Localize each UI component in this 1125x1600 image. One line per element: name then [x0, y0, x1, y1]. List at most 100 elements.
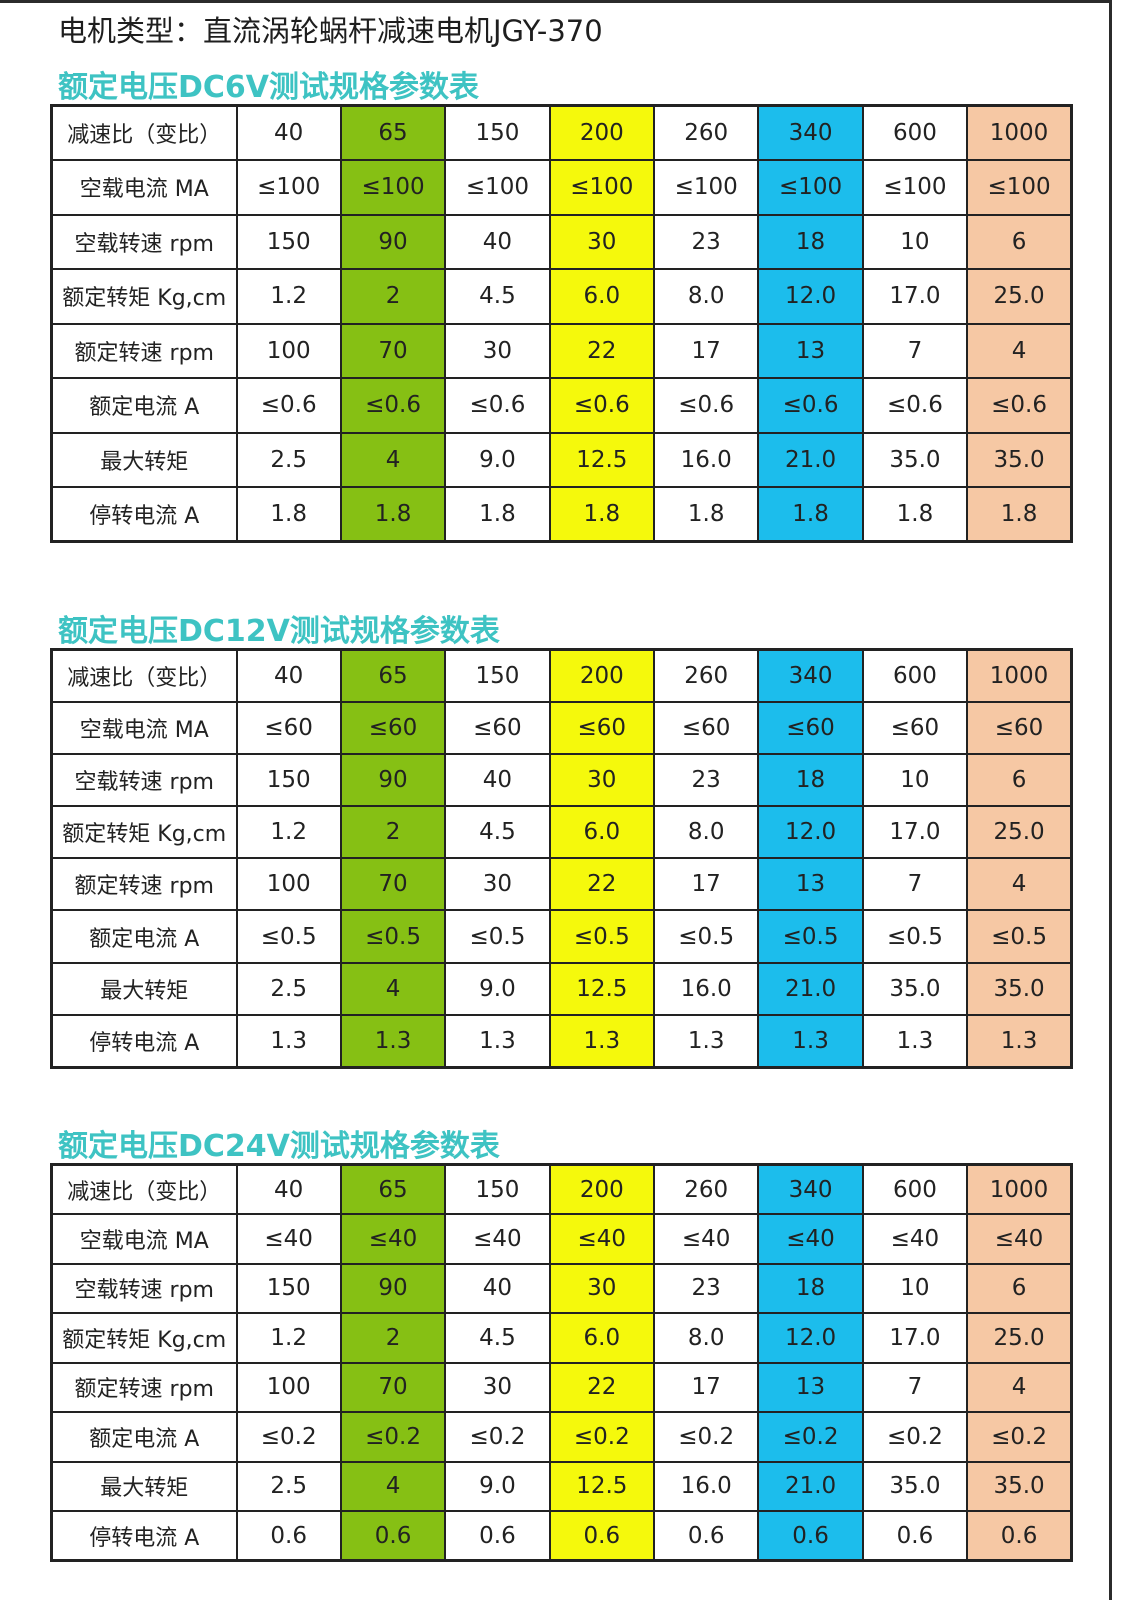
table-cell: 1.3 [757, 1013, 864, 1069]
row-label: 减速比（变比） [50, 1163, 238, 1215]
section-title-dc12v: 额定电压DC12V测试规格参数表 [58, 614, 500, 649]
table-cell: 1.3 [444, 1013, 551, 1069]
table-cell: 1.3 [339, 1013, 447, 1069]
table-cell: 4 [966, 857, 1073, 912]
table-cell: ≤0.2 [548, 1411, 656, 1463]
table-row: 减速比（变比） 40 65 150 200 260 340 600 1000 [50, 648, 1073, 703]
row-label: 空载电流 MA [50, 159, 238, 216]
table-cell: ≤0.5 [548, 909, 656, 964]
table-cell: 1.3 [861, 1013, 969, 1069]
table-cell: 8.0 [652, 1312, 760, 1364]
table-cell: 1.3 [548, 1013, 656, 1069]
table-cell: 150 [444, 1163, 551, 1215]
table-cell: ≤60 [339, 700, 447, 755]
table-cell: 2 [339, 1312, 447, 1364]
row-label: 减速比（变比） [50, 104, 238, 161]
table-cell: 4 [339, 1460, 447, 1512]
table-cell: 4 [339, 431, 447, 488]
table-cell: 90 [339, 1262, 447, 1314]
table-cell: 10 [861, 1262, 969, 1314]
table-cell: 21.0 [757, 431, 864, 488]
table-cell: ≤0.5 [235, 909, 342, 964]
table-cell: 16.0 [652, 431, 760, 488]
table-cell: 17.0 [861, 805, 969, 860]
table-cell: 90 [339, 752, 447, 808]
table-cell: 1.2 [235, 1312, 342, 1364]
table-cell: ≤0.2 [966, 1411, 1073, 1463]
table-cell: ≤100 [652, 159, 760, 216]
table-cell: ≤0.6 [339, 377, 447, 434]
table-cell: 13 [757, 322, 864, 379]
table-cell: ≤0.5 [444, 909, 551, 964]
row-label: 空载转速 rpm [50, 213, 238, 270]
table-cell: 1.8 [966, 486, 1073, 543]
table-cell: 2 [339, 805, 447, 860]
row-label: 额定转矩 Kg,cm [50, 805, 238, 860]
row-label: 额定转矩 Kg,cm [50, 1312, 238, 1364]
table-cell: 17.0 [861, 268, 969, 325]
row-label: 额定转速 rpm [50, 322, 238, 379]
table-cell: ≤40 [235, 1213, 342, 1265]
table-cell: ≤40 [652, 1213, 760, 1265]
table-cell: 150 [444, 104, 551, 161]
table-cell: 7 [861, 322, 969, 379]
table-cell: 25.0 [966, 1312, 1073, 1364]
table-cell: 17 [652, 857, 760, 912]
table-cell: 70 [339, 322, 447, 379]
table-cell: 9.0 [444, 431, 551, 488]
table-cell: 22 [548, 322, 656, 379]
table-cell: ≤0.2 [235, 1411, 342, 1463]
table-cell: 23 [652, 752, 760, 808]
row-label: 最大转矩 [50, 961, 238, 1016]
table-cell: 6.0 [548, 268, 656, 325]
table-cell: 40 [235, 648, 342, 703]
table-cell: 2.5 [235, 1460, 342, 1512]
row-label: 最大转矩 [50, 1460, 238, 1512]
table-row: 停转电流 A 1.8 1.8 1.8 1.8 1.8 1.8 1.8 1.8 [50, 486, 1073, 543]
table-row: 空载电流 MA ≤100 ≤100 ≤100 ≤100 ≤100 ≤100 ≤100 ≤100 [50, 159, 1073, 216]
table-cell: 23 [652, 1262, 760, 1314]
table-cell: 200 [548, 104, 656, 161]
table-cell: 9.0 [444, 961, 551, 1016]
table-cell: 40 [235, 1163, 342, 1215]
table-cell: 40 [444, 213, 551, 270]
table-cell: ≤100 [444, 159, 551, 216]
table-cell: 0.6 [235, 1510, 342, 1562]
table-cell: 22 [548, 1361, 656, 1413]
table-cell: 1000 [966, 648, 1073, 703]
table-row: 空载转速 rpm 150 90 40 30 23 18 10 6 [50, 213, 1073, 270]
table-cell: 7 [861, 1361, 969, 1413]
table-cell: ≤100 [339, 159, 447, 216]
table-row: 停转电流 A 1.3 1.3 1.3 1.3 1.3 1.3 1.3 1.3 [50, 1013, 1073, 1069]
table-row: 空载转速 rpm 150 90 40 30 23 18 10 6 [50, 1262, 1073, 1314]
table-cell: 17.0 [861, 1312, 969, 1364]
table-cell: 65 [339, 1163, 447, 1215]
row-label: 停转电流 A [50, 1510, 238, 1562]
table-cell: ≤0.6 [861, 377, 969, 434]
table-cell: 0.6 [861, 1510, 969, 1562]
table-cell: ≤0.6 [757, 377, 864, 434]
table-cell: ≤60 [966, 700, 1073, 755]
table-row: 额定电流 A ≤0.2 ≤0.2 ≤0.2 ≤0.2 ≤0.2 ≤0.2 ≤0.2 ≤0.2 [50, 1411, 1073, 1463]
table-cell: 150 [235, 213, 342, 270]
table-cell: ≤0.5 [757, 909, 864, 964]
table-cell: ≤100 [966, 159, 1073, 216]
table-cell: ≤60 [652, 700, 760, 755]
table-cell: ≤0.6 [235, 377, 342, 434]
table-cell: 1.2 [235, 268, 342, 325]
table-cell: 30 [444, 1361, 551, 1413]
table-cell: 1000 [966, 1163, 1073, 1215]
table-row: 空载电流 MA ≤60 ≤60 ≤60 ≤60 ≤60 ≤60 ≤60 ≤60 [50, 700, 1073, 755]
table-cell: 1.8 [548, 486, 656, 543]
table-cell: 4 [966, 322, 1073, 379]
table-cell: ≤0.5 [861, 909, 969, 964]
table-cell: ≤60 [235, 700, 342, 755]
table-cell: 340 [757, 648, 864, 703]
table-cell: ≤100 [861, 159, 969, 216]
table-cell: 0.6 [339, 1510, 447, 1562]
table-cell: 1.3 [652, 1013, 760, 1069]
table-cell: 12.5 [548, 431, 656, 488]
table-cell: 150 [235, 752, 342, 808]
table-cell: 16.0 [652, 1460, 760, 1512]
